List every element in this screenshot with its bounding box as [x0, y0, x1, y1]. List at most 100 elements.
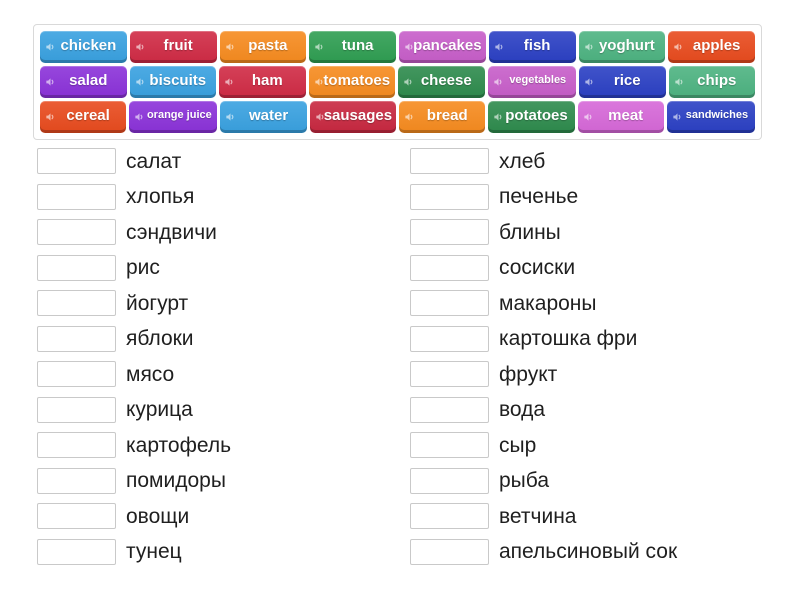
- speaker-icon[interactable]: [403, 77, 414, 88]
- answer-drop-slot[interactable]: [410, 325, 489, 352]
- match-word: хлеб: [499, 149, 546, 173]
- word-tile-vegetables[interactable]: vegetables: [487, 66, 576, 98]
- answer-drop-slot[interactable]: [410, 254, 489, 281]
- match-row: картошка фри: [410, 325, 677, 352]
- speaker-icon[interactable]: [314, 77, 325, 88]
- match-word: картошка фри: [499, 327, 638, 350]
- tile-label: salad: [69, 71, 108, 89]
- speaker-icon[interactable]: [493, 77, 504, 88]
- speaker-icon[interactable]: [494, 42, 505, 53]
- match-word: апельсиновый сок: [499, 540, 678, 563]
- word-tile-yoghurt[interactable]: yoghurt: [578, 31, 666, 63]
- answer-drop-slot[interactable]: [410, 148, 489, 174]
- answer-drop-slot[interactable]: [37, 219, 116, 245]
- speaker-icon[interactable]: [493, 112, 504, 123]
- speaker-icon[interactable]: [45, 112, 56, 123]
- answer-drop-slot[interactable]: [37, 467, 116, 494]
- speaker-icon[interactable]: [134, 112, 145, 123]
- answer-drop-slot[interactable]: [37, 290, 116, 316]
- answer-drop-slot[interactable]: [410, 538, 489, 565]
- word-tile-chips[interactable]: chips: [668, 66, 755, 98]
- match-word: сыр: [499, 433, 537, 457]
- match-row: рыба: [410, 467, 677, 494]
- match-word: яблоки: [126, 327, 194, 350]
- answer-drop-slot[interactable]: [410, 432, 489, 458]
- word-tile-pasta[interactable]: pasta: [219, 31, 307, 63]
- speaker-icon[interactable]: [674, 77, 685, 88]
- answer-drop-slot[interactable]: [37, 148, 116, 174]
- match-row: апельсиновый сок: [410, 538, 678, 565]
- speaker-icon[interactable]: [583, 112, 594, 123]
- answer-drop-slot[interactable]: [37, 361, 116, 387]
- answer-drop-slot[interactable]: [37, 254, 116, 281]
- speaker-icon[interactable]: [225, 112, 236, 123]
- word-tile-orange-juice[interactable]: orange juice: [129, 101, 218, 133]
- answer-drop-slot[interactable]: [37, 396, 116, 423]
- speaker-icon[interactable]: [672, 112, 683, 123]
- match-word: ветчина: [499, 504, 577, 528]
- answer-drop-slot[interactable]: [37, 183, 116, 210]
- answer-drop-slot[interactable]: [410, 396, 489, 423]
- word-tile-cheese[interactable]: cheese: [398, 66, 485, 98]
- answer-drop-slot[interactable]: [37, 432, 116, 458]
- tile-row: cereal orange juice water sausages: [40, 101, 756, 133]
- match-word: салат: [126, 149, 182, 173]
- answer-drop-slot[interactable]: [410, 467, 489, 494]
- speaker-icon[interactable]: [224, 77, 235, 88]
- speaker-icon[interactable]: [584, 42, 595, 53]
- word-tile-bread[interactable]: bread: [399, 101, 486, 133]
- speaker-icon[interactable]: [673, 42, 684, 53]
- word-tile-fish[interactable]: fish: [488, 31, 576, 63]
- speaker-icon[interactable]: [225, 42, 236, 53]
- speaker-icon[interactable]: [314, 42, 325, 53]
- speaker-icon[interactable]: [135, 77, 146, 88]
- word-tile-potatoes[interactable]: potatoes: [488, 101, 575, 133]
- word-tile-salad[interactable]: salad: [40, 66, 127, 98]
- match-row: тунец: [37, 538, 231, 565]
- tile-label: chips: [697, 71, 737, 89]
- answer-drop-slot[interactable]: [410, 219, 489, 245]
- speaker-icon[interactable]: [135, 42, 146, 53]
- word-tile-sandwiches[interactable]: sandwiches: [666, 101, 756, 133]
- match-row: картофель: [37, 432, 231, 458]
- answer-drop-slot[interactable]: [37, 503, 116, 529]
- tile-label: bread: [426, 106, 468, 124]
- speaker-icon[interactable]: [404, 112, 415, 123]
- match-word: сосиски: [499, 256, 576, 279]
- word-tile-apples[interactable]: apples: [668, 31, 755, 63]
- match-word: сэндвичи: [126, 220, 217, 244]
- word-tile-chicken[interactable]: chicken: [40, 31, 127, 63]
- tile-row: chicken fruit pasta tuna: [40, 31, 755, 63]
- speaker-icon[interactable]: [315, 112, 326, 123]
- match-word: печенье: [499, 185, 579, 208]
- answer-drop-slot[interactable]: [410, 503, 489, 529]
- word-tile-fruit[interactable]: fruit: [129, 31, 217, 63]
- answer-drop-slot[interactable]: [410, 290, 489, 316]
- answer-drop-slot[interactable]: [37, 538, 116, 565]
- speaker-icon[interactable]: [45, 42, 56, 53]
- speaker-icon[interactable]: [45, 77, 56, 88]
- word-tile-rice[interactable]: rice: [579, 66, 666, 98]
- word-tile-pancakes[interactable]: pancakes: [399, 31, 486, 63]
- word-tile-water[interactable]: water: [220, 101, 307, 133]
- match-row: сэндвичи: [37, 219, 231, 245]
- word-tile-meat[interactable]: meat: [577, 101, 664, 133]
- match-row: мясо: [37, 361, 231, 387]
- speaker-icon[interactable]: [404, 42, 415, 53]
- answer-drop-slot[interactable]: [410, 183, 489, 210]
- answer-drop-slot[interactable]: [37, 325, 116, 352]
- match-word: йогурт: [126, 291, 189, 315]
- word-tile-ham[interactable]: ham: [219, 66, 306, 98]
- match-word: блины: [499, 220, 561, 244]
- speaker-icon[interactable]: [584, 77, 595, 88]
- match-row: салат: [37, 148, 231, 174]
- tile-label: yoghurt: [598, 36, 655, 54]
- word-tile-cereal[interactable]: cereal: [40, 101, 127, 133]
- word-tile-tomatoes[interactable]: tomatoes: [308, 66, 395, 98]
- word-tile-biscuits[interactable]: biscuits: [129, 66, 216, 98]
- match-row: печенье: [410, 183, 677, 210]
- word-tile-sausages[interactable]: sausages: [309, 101, 397, 133]
- word-tile-tuna[interactable]: tuna: [309, 31, 396, 63]
- answer-drop-slot[interactable]: [410, 361, 489, 387]
